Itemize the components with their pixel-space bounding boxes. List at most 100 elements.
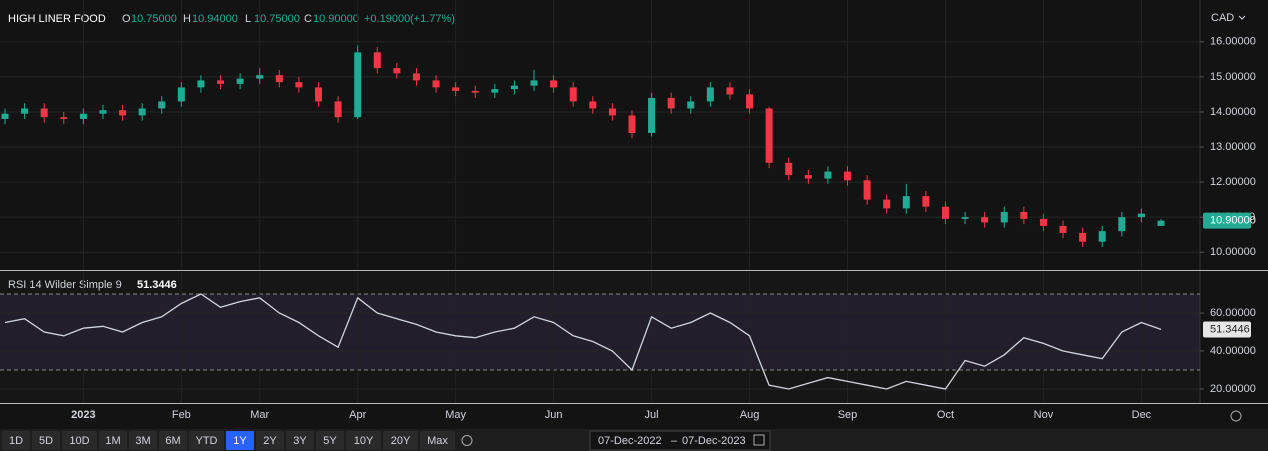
candle-body: [177, 87, 185, 102]
candle-body: [530, 80, 538, 86]
candle-body: [863, 180, 871, 200]
candle-body: [158, 101, 166, 109]
x-tick-label: Aug: [740, 409, 760, 421]
candle-body: [393, 68, 401, 74]
rsi-band: [0, 294, 1200, 370]
x-tick-label: Jul: [645, 409, 659, 421]
range-button-label[interactable]: 3Y: [293, 435, 307, 447]
x-tick-label: Sep: [838, 409, 858, 421]
y-tick-label: 60.00000: [1210, 307, 1256, 319]
range-button[interactable]: [316, 431, 344, 450]
candle-body: [197, 80, 205, 88]
candle-body: [60, 117, 68, 119]
candle-body: [726, 87, 734, 95]
candle-body: [373, 52, 381, 69]
range-button-label[interactable]: 1Y: [233, 435, 247, 447]
range-button-label[interactable]: 10Y: [354, 435, 374, 447]
range-settings-icon[interactable]: [461, 435, 473, 446]
candle-body: [981, 217, 989, 223]
candle-body: [765, 108, 773, 163]
candle-body: [138, 108, 146, 116]
change: +0.19000: [364, 13, 410, 25]
range-button[interactable]: [32, 431, 60, 450]
range-button[interactable]: [256, 431, 284, 450]
range-button[interactable]: [99, 431, 127, 450]
range-button[interactable]: [226, 431, 254, 450]
range-button-label[interactable]: 5D: [39, 435, 53, 447]
range-button-label[interactable]: 6M: [165, 435, 180, 447]
candle-body: [334, 101, 342, 118]
range-button[interactable]: [383, 431, 418, 450]
date-separator: –: [671, 435, 678, 447]
range-button[interactable]: [2, 431, 30, 450]
candle-body: [452, 87, 460, 91]
range-button[interactable]: [62, 431, 97, 450]
candle-body: [804, 175, 812, 179]
candle-body: [21, 108, 29, 114]
settings-icon[interactable]: [1230, 410, 1242, 422]
range-button-label[interactable]: YTD: [196, 435, 218, 447]
candle-body: [961, 217, 969, 219]
ohlc-label: H: [183, 13, 191, 25]
range-button-label[interactable]: 3M: [135, 435, 150, 447]
range-button-label[interactable]: Max: [427, 435, 448, 447]
range-button[interactable]: [129, 431, 157, 450]
candle-body: [1157, 220, 1165, 226]
candle-body: [256, 75, 264, 79]
range-button-label[interactable]: 5Y: [323, 435, 337, 447]
y-tick-label: 10.00000: [1210, 246, 1256, 258]
x-tick-label: Dec: [1132, 409, 1152, 421]
rsi-legend-value: 51.3446: [137, 279, 177, 291]
range-button-label[interactable]: 10D: [69, 435, 89, 447]
x-tick-label: 2023: [71, 409, 95, 421]
range-button[interactable]: [346, 431, 381, 450]
ohlc-label: L: [245, 13, 251, 25]
y-tick-label: 20.00000: [1210, 383, 1256, 395]
y-tick-label: 12.00000: [1210, 176, 1256, 188]
y-tick-label: 15.00000: [1210, 71, 1256, 83]
candle-body: [628, 115, 636, 133]
candle-body: [1000, 211, 1008, 223]
candle-body: [491, 89, 499, 93]
candle-body: [824, 171, 832, 179]
range-button-label[interactable]: 2Y: [263, 435, 277, 447]
candle-body: [119, 110, 127, 116]
currency[interactable]: CAD: [1211, 12, 1234, 24]
calendar-icon[interactable]: [753, 434, 765, 446]
range-button[interactable]: [159, 431, 187, 450]
candle-body: [1, 113, 9, 119]
ohlc-value: 10.94000: [192, 13, 238, 25]
candle-body: [432, 80, 440, 88]
x-tick-label: Jun: [545, 409, 563, 421]
range-button-label[interactable]: 1M: [105, 435, 120, 447]
candle-body: [785, 162, 793, 176]
range-button[interactable]: [420, 431, 455, 450]
range-button-label[interactable]: 1D: [9, 435, 23, 447]
price-tag-label: 10.90000: [1210, 215, 1256, 227]
y-tick-label: 16.00000: [1210, 36, 1256, 48]
change-pct: (+1.77%): [410, 13, 455, 25]
candle-body: [667, 97, 675, 109]
candle-body: [1137, 213, 1145, 218]
x-tick-label: Oct: [937, 409, 954, 421]
range-button[interactable]: [286, 431, 314, 450]
candle-body: [902, 196, 910, 209]
range-button[interactable]: [189, 431, 224, 450]
candle-body: [99, 110, 107, 114]
candle-body: [1079, 232, 1087, 242]
candle-body: [608, 108, 616, 116]
candle-body: [648, 97, 656, 133]
chart-title: HIGH LINER FOOD: [8, 13, 106, 25]
candle-body: [412, 73, 420, 81]
candle-body: [1118, 217, 1126, 232]
candle-body: [687, 101, 695, 109]
candle-body: [1020, 211, 1028, 219]
y-tick-label: 14.00000: [1210, 106, 1256, 118]
range-button-label[interactable]: 20Y: [391, 435, 411, 447]
rsi-line: [4, 293, 1162, 390]
ohlc-label: O: [122, 13, 131, 25]
date-range-box[interactable]: [589, 430, 771, 451]
candle-body: [589, 101, 597, 109]
x-tick-label: Mar: [250, 409, 269, 421]
